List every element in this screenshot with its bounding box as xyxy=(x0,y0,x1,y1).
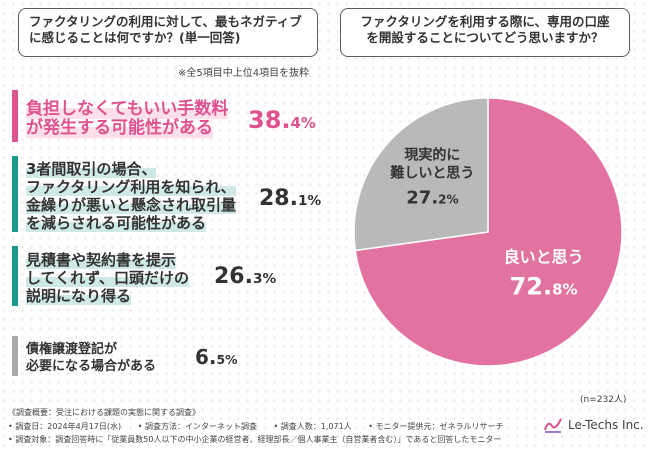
pie-value-difficult-small: 2% xyxy=(438,193,458,207)
item-4-line-1: 債権譲渡登記が xyxy=(26,342,118,357)
item-3-line-2: してくれず、口頭だけの xyxy=(26,269,190,287)
item-1-line-2: が発生する可能性がある xyxy=(26,118,213,138)
item-2-line-1: 3者間取引の場合、 xyxy=(26,160,157,178)
pie-value-positive-main: 72. xyxy=(510,272,553,300)
item-2-line-3: 金繰りが悪いと懸念され取引量 xyxy=(26,196,237,214)
item-3-line-3: 説明になり得る xyxy=(26,287,132,305)
ranking-item-1: 負担しなくてもいい手数料 が発生する可能性がある xyxy=(26,99,229,138)
item-1-pct-main: 38. xyxy=(248,106,291,134)
pie-value-positive-small: 8% xyxy=(552,280,577,298)
ranking-item-3: 見積書や契約書を提示 してくれず、口頭だけの 説明になり得る xyxy=(26,251,190,305)
pie-label-difficult-line-1: 現実的に xyxy=(404,147,460,164)
item-2-pct-main: 28. xyxy=(259,186,298,211)
item-1-pct-small: 4% xyxy=(290,114,316,132)
left-question-line-1: ファクタリングの利用に対して、最もネガティブ xyxy=(29,14,302,29)
survey-count: • 調査人数：1,071人 xyxy=(273,422,352,431)
company-logo: Le-Techs Inc. xyxy=(542,416,644,434)
right-question-box: ファクタリングを利用する際に、専用の口座 を開設することについてどう思いますか？ xyxy=(340,8,630,57)
logo-text: Le-Techs Inc. xyxy=(568,418,644,432)
item-2-pct-small: 1% xyxy=(297,193,322,209)
item-1-percentage: 38.4% xyxy=(248,106,316,134)
survey-method: • 調査方法：インターネット調査 xyxy=(137,422,257,431)
item-3-pct-main: 26. xyxy=(214,264,253,289)
left-question-line-2: に感じることは何ですか？(単一回答) xyxy=(29,30,241,45)
pie-value-difficult-main: 27. xyxy=(406,188,438,209)
item-4-percentage: 6.5% xyxy=(195,345,238,369)
item-2-percentage: 28.1% xyxy=(259,186,321,211)
item-4-accent-bar xyxy=(12,336,18,376)
right-question-line-2: を開設することについてどう思いますか？ xyxy=(366,30,604,45)
survey-provider: • モニター提供元：ゼネラルリサーチ xyxy=(368,422,504,431)
logo-mark-icon xyxy=(544,418,562,433)
right-question-line-1: ファクタリングを利用する際に、専用の口座 xyxy=(360,14,610,29)
left-question-box: ファクタリングの利用に対して、最もネガティブ に感じることは何ですか？(単一回答… xyxy=(18,8,318,57)
pie-label-difficult-line-2: 難しいと思う xyxy=(390,165,474,182)
item-2-accent-bar xyxy=(12,156,18,232)
item-1-accent-bar xyxy=(12,90,18,142)
sample-size-note: (n=232人) xyxy=(580,395,627,405)
pie-slice-difficult xyxy=(353,97,489,252)
ranking-item-4: 債権譲渡登記が 必要になる場合がある xyxy=(26,341,156,375)
selection-note: ※全5項目中上位4項目を抜粋 xyxy=(178,68,310,79)
item-2-line-2: ファクタリング利用を知られ、 xyxy=(26,178,236,196)
item-4-line-2: 必要になる場合がある xyxy=(26,359,157,374)
survey-title: 《調査概要：受注における課題の実態に関する調査》 xyxy=(8,408,200,417)
item-3-line-1: 見積書や契約書を提示 xyxy=(26,251,177,269)
survey-target: • 調査対象：調査回答時に「従業員数50人以下の中小企業の経営者、経理部長／個人… xyxy=(8,435,502,444)
item-2-line-4: を減らされる可能性がある xyxy=(26,214,207,232)
pie-value-positive: 72.8% xyxy=(510,272,578,300)
item-3-accent-bar xyxy=(12,246,18,306)
item-4-pct-small: 5% xyxy=(216,352,238,367)
survey-date: • 調査日：2024年4月17日(水) xyxy=(8,422,122,431)
pie-label-positive: 良いと思う xyxy=(504,247,584,266)
item-1-line-1: 負担しなくてもいい手数料 xyxy=(26,99,229,119)
item-3-pct-small: 3% xyxy=(252,271,277,287)
ranking-item-2: 3者間取引の場合、 ファクタリング利用を知られ、 金繰りが悪いと懸念され取引量 … xyxy=(26,160,237,232)
item-4-pct-main: 6. xyxy=(195,345,217,369)
survey-details: • 調査日：2024年4月17日(水) • 調査方法：インターネット調査 • 調… xyxy=(8,421,517,432)
pie-value-difficult: 27.2% xyxy=(406,188,458,209)
item-3-percentage: 26.3% xyxy=(214,264,276,289)
